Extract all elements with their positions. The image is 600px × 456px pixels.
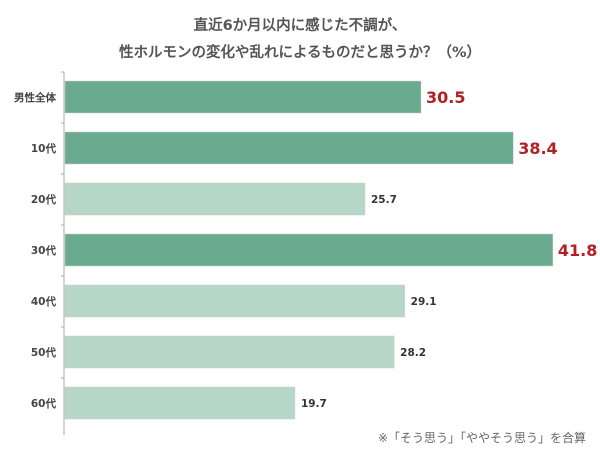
chart-title-line-1: 直近6か月以内に感じた不調が、 (193, 18, 407, 34)
value-label: 28.2 (400, 347, 426, 359)
value-label: 19.7 (301, 398, 327, 410)
value-label: 41.8 (558, 241, 597, 260)
chart-title-line-2: 性ホルモンの変化や乱れによるものだと思うか？（%） (118, 45, 482, 61)
value-label: 29.1 (411, 296, 437, 308)
chart-note: ※「そう思う」「ややそう思う」を合算 (377, 431, 586, 445)
bar (64, 131, 514, 165)
category-label: 60代 (31, 397, 57, 410)
category-label: 30代 (31, 244, 57, 257)
category-label: 20代 (31, 193, 57, 206)
bar (64, 80, 422, 114)
bar (64, 284, 405, 318)
bar (64, 335, 395, 369)
category-label: 男性全体 (14, 91, 56, 104)
value-label: 38.4 (518, 139, 557, 158)
bar (64, 386, 296, 420)
category-label: 50代 (31, 346, 57, 359)
value-label: 30.5 (426, 88, 465, 107)
category-label: 40代 (31, 295, 57, 308)
value-label: 25.7 (371, 194, 397, 206)
bar (64, 233, 554, 267)
category-label: 10代 (31, 142, 57, 155)
bar (64, 182, 366, 216)
